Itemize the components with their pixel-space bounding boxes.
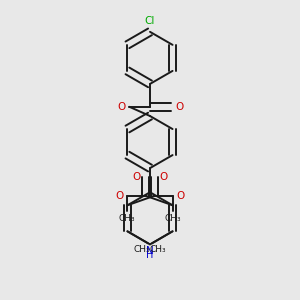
- Text: O: O: [175, 102, 183, 112]
- Text: CH₃: CH₃: [150, 245, 166, 254]
- Text: CH₃: CH₃: [165, 214, 181, 223]
- Text: O: O: [133, 172, 141, 182]
- Text: CH₃: CH₃: [134, 245, 150, 254]
- Text: CH₃: CH₃: [119, 214, 135, 223]
- Text: O: O: [116, 191, 124, 201]
- Text: Cl: Cl: [145, 16, 155, 26]
- Text: O: O: [176, 191, 184, 201]
- Text: O: O: [117, 102, 125, 112]
- Text: O: O: [159, 172, 167, 182]
- Text: N: N: [146, 246, 154, 256]
- Text: H: H: [146, 250, 154, 260]
